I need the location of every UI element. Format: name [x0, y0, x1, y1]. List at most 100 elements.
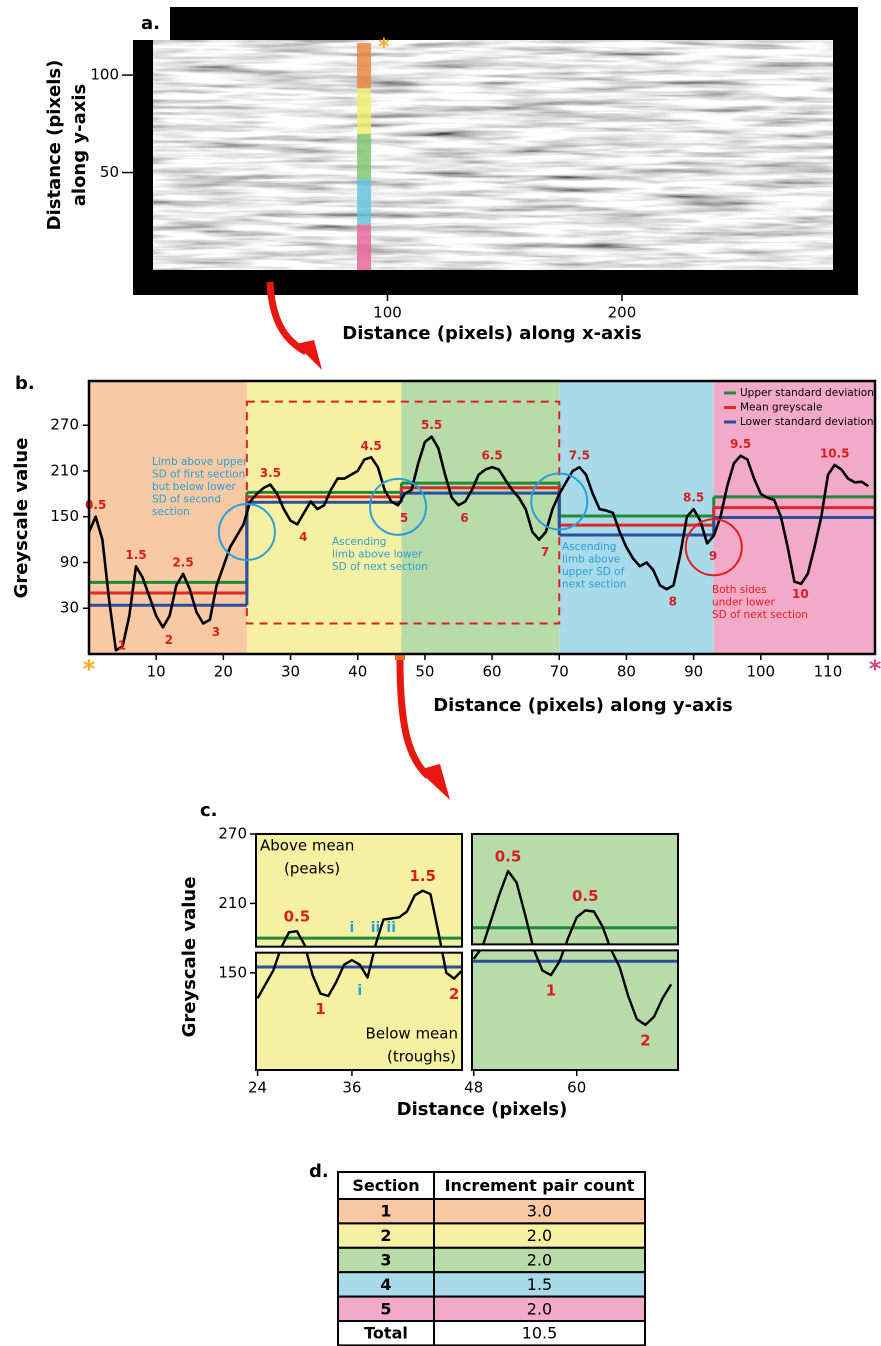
- x-tick-label: 100: [373, 304, 402, 322]
- y-tick-label: 210: [218, 894, 247, 912]
- note-text: Ascending: [332, 536, 386, 548]
- y-tick-label: 150: [218, 963, 247, 981]
- box-text: Above mean: [260, 837, 354, 855]
- panel-label: a.: [141, 13, 160, 34]
- axis-marker: *: [83, 655, 96, 683]
- arrow-head: [296, 340, 322, 370]
- peak-label: 3.5: [260, 466, 281, 480]
- note-text: section: [152, 506, 190, 518]
- table-cell: 10.5: [522, 1324, 558, 1343]
- note-text: Limb above upper: [152, 456, 248, 468]
- trough-label: 1: [315, 1000, 325, 1018]
- x-tick-label: 36: [342, 1079, 361, 1097]
- peak-label: 0.5: [284, 908, 311, 926]
- x-tick-label: 20: [214, 663, 233, 681]
- peak-label: 5.5: [421, 418, 442, 432]
- image-texture: [153, 40, 833, 270]
- table-cell: 2.0: [527, 1226, 552, 1245]
- x-tick-label: 90: [684, 663, 703, 681]
- axis-marker: *: [869, 655, 881, 683]
- trough-label: 9: [709, 549, 717, 563]
- note-text: Both sides: [712, 584, 767, 596]
- x-tick-label: 50: [415, 663, 434, 681]
- strip-segment: [357, 88, 371, 133]
- x-tick-label: 80: [617, 663, 636, 681]
- y-tick-label: 100: [90, 66, 119, 84]
- x-tick-label: 70: [550, 663, 569, 681]
- y-axis-label: Distance (pixels): [44, 60, 65, 231]
- table-cell: 1: [380, 1202, 391, 1221]
- minor-label: i: [350, 920, 355, 936]
- peak-label: 0.5: [495, 848, 522, 866]
- note-text: SD of next section: [712, 609, 808, 621]
- peak-label: 1.5: [125, 548, 146, 562]
- x-tick-label: 30: [281, 663, 300, 681]
- trough-label: 4: [299, 530, 307, 544]
- trough-label: 2: [165, 633, 173, 647]
- note-text: Ascending: [562, 541, 616, 553]
- table-header: Increment pair count: [445, 1176, 635, 1195]
- figure: a.*50100100200Distance (pixels) along x-…: [0, 0, 881, 1346]
- arrow-head: [418, 764, 450, 800]
- x-axis-label: Distance (pixels): [397, 1099, 568, 1120]
- y-tick-label: 270: [218, 825, 247, 843]
- minor-label: ii: [386, 920, 396, 936]
- peak-label: 9.5: [730, 437, 751, 451]
- note-text: under lower: [712, 597, 775, 609]
- strip-segment: [357, 179, 371, 224]
- x-tick-label: 24: [248, 1079, 267, 1097]
- panel-label: b.: [15, 373, 35, 394]
- note-text: SD of next section: [332, 561, 428, 573]
- table-cell: 5: [380, 1299, 391, 1318]
- peak-label: 1.5: [409, 867, 436, 885]
- box-text: Below mean: [366, 1025, 458, 1043]
- x-axis-label: Distance (pixels) along x-axis: [342, 323, 641, 344]
- strip-segment: [357, 134, 371, 179]
- legend-label: Upper standard deviation: [740, 387, 874, 399]
- table-cell: 2: [380, 1226, 391, 1245]
- note-text: limb above lower: [332, 549, 423, 561]
- x-axis-label: Distance (pixels) along y-axis: [433, 695, 733, 716]
- trough-label: 3: [212, 625, 220, 639]
- peak-label: 10.5: [820, 446, 850, 460]
- y-tick-label: 270: [50, 416, 79, 434]
- x-tick-label: 60: [483, 663, 502, 681]
- marker: *: [378, 35, 390, 60]
- trough-label: 2: [640, 1031, 650, 1049]
- table-cell: Total: [364, 1324, 408, 1343]
- y-tick-label: 210: [50, 461, 79, 479]
- note-text: but below lower: [152, 481, 237, 493]
- x-tick-label: 48: [464, 1079, 483, 1097]
- minor-label: ii: [371, 920, 381, 936]
- legend-label: Mean greyscale: [740, 402, 822, 414]
- peak-label: 6.5: [481, 449, 502, 463]
- peak-label: 4.5: [361, 439, 382, 453]
- page: a.*50100100200Distance (pixels) along x-…: [0, 0, 881, 1346]
- note-text: limb above: [562, 554, 620, 566]
- panel-label: d.: [309, 1161, 329, 1182]
- trough-label: 10: [792, 587, 809, 601]
- y-axis-label: along y-axis: [69, 84, 90, 207]
- trough-label: 1: [546, 982, 556, 1000]
- strip-segment: [357, 43, 371, 88]
- x-tick-label: 40: [348, 663, 367, 681]
- box-text: (troughs): [387, 1048, 456, 1066]
- strip-segment: [357, 225, 371, 270]
- panel-label: c.: [200, 800, 218, 821]
- box-text: (peaks): [284, 860, 340, 878]
- note-text: SD of second: [152, 494, 221, 506]
- table-cell: 3.0: [527, 1202, 552, 1221]
- table-cell: 2.0: [527, 1251, 552, 1270]
- trough-label: 6: [460, 511, 468, 525]
- note-text: next section: [562, 579, 626, 591]
- x-tick-label: 110: [814, 663, 843, 681]
- peak-label: 7.5: [569, 449, 590, 463]
- peak-label: 8.5: [683, 491, 704, 505]
- table-cell: 2.0: [527, 1299, 552, 1318]
- y-axis-label: Greyscale value: [11, 438, 32, 599]
- y-tick-label: 90: [60, 553, 79, 571]
- trough-label: 5: [400, 511, 408, 525]
- peak-label: 0.5: [572, 887, 599, 905]
- table-cell: 4: [380, 1275, 391, 1294]
- x-tick-label: 60: [567, 1079, 586, 1097]
